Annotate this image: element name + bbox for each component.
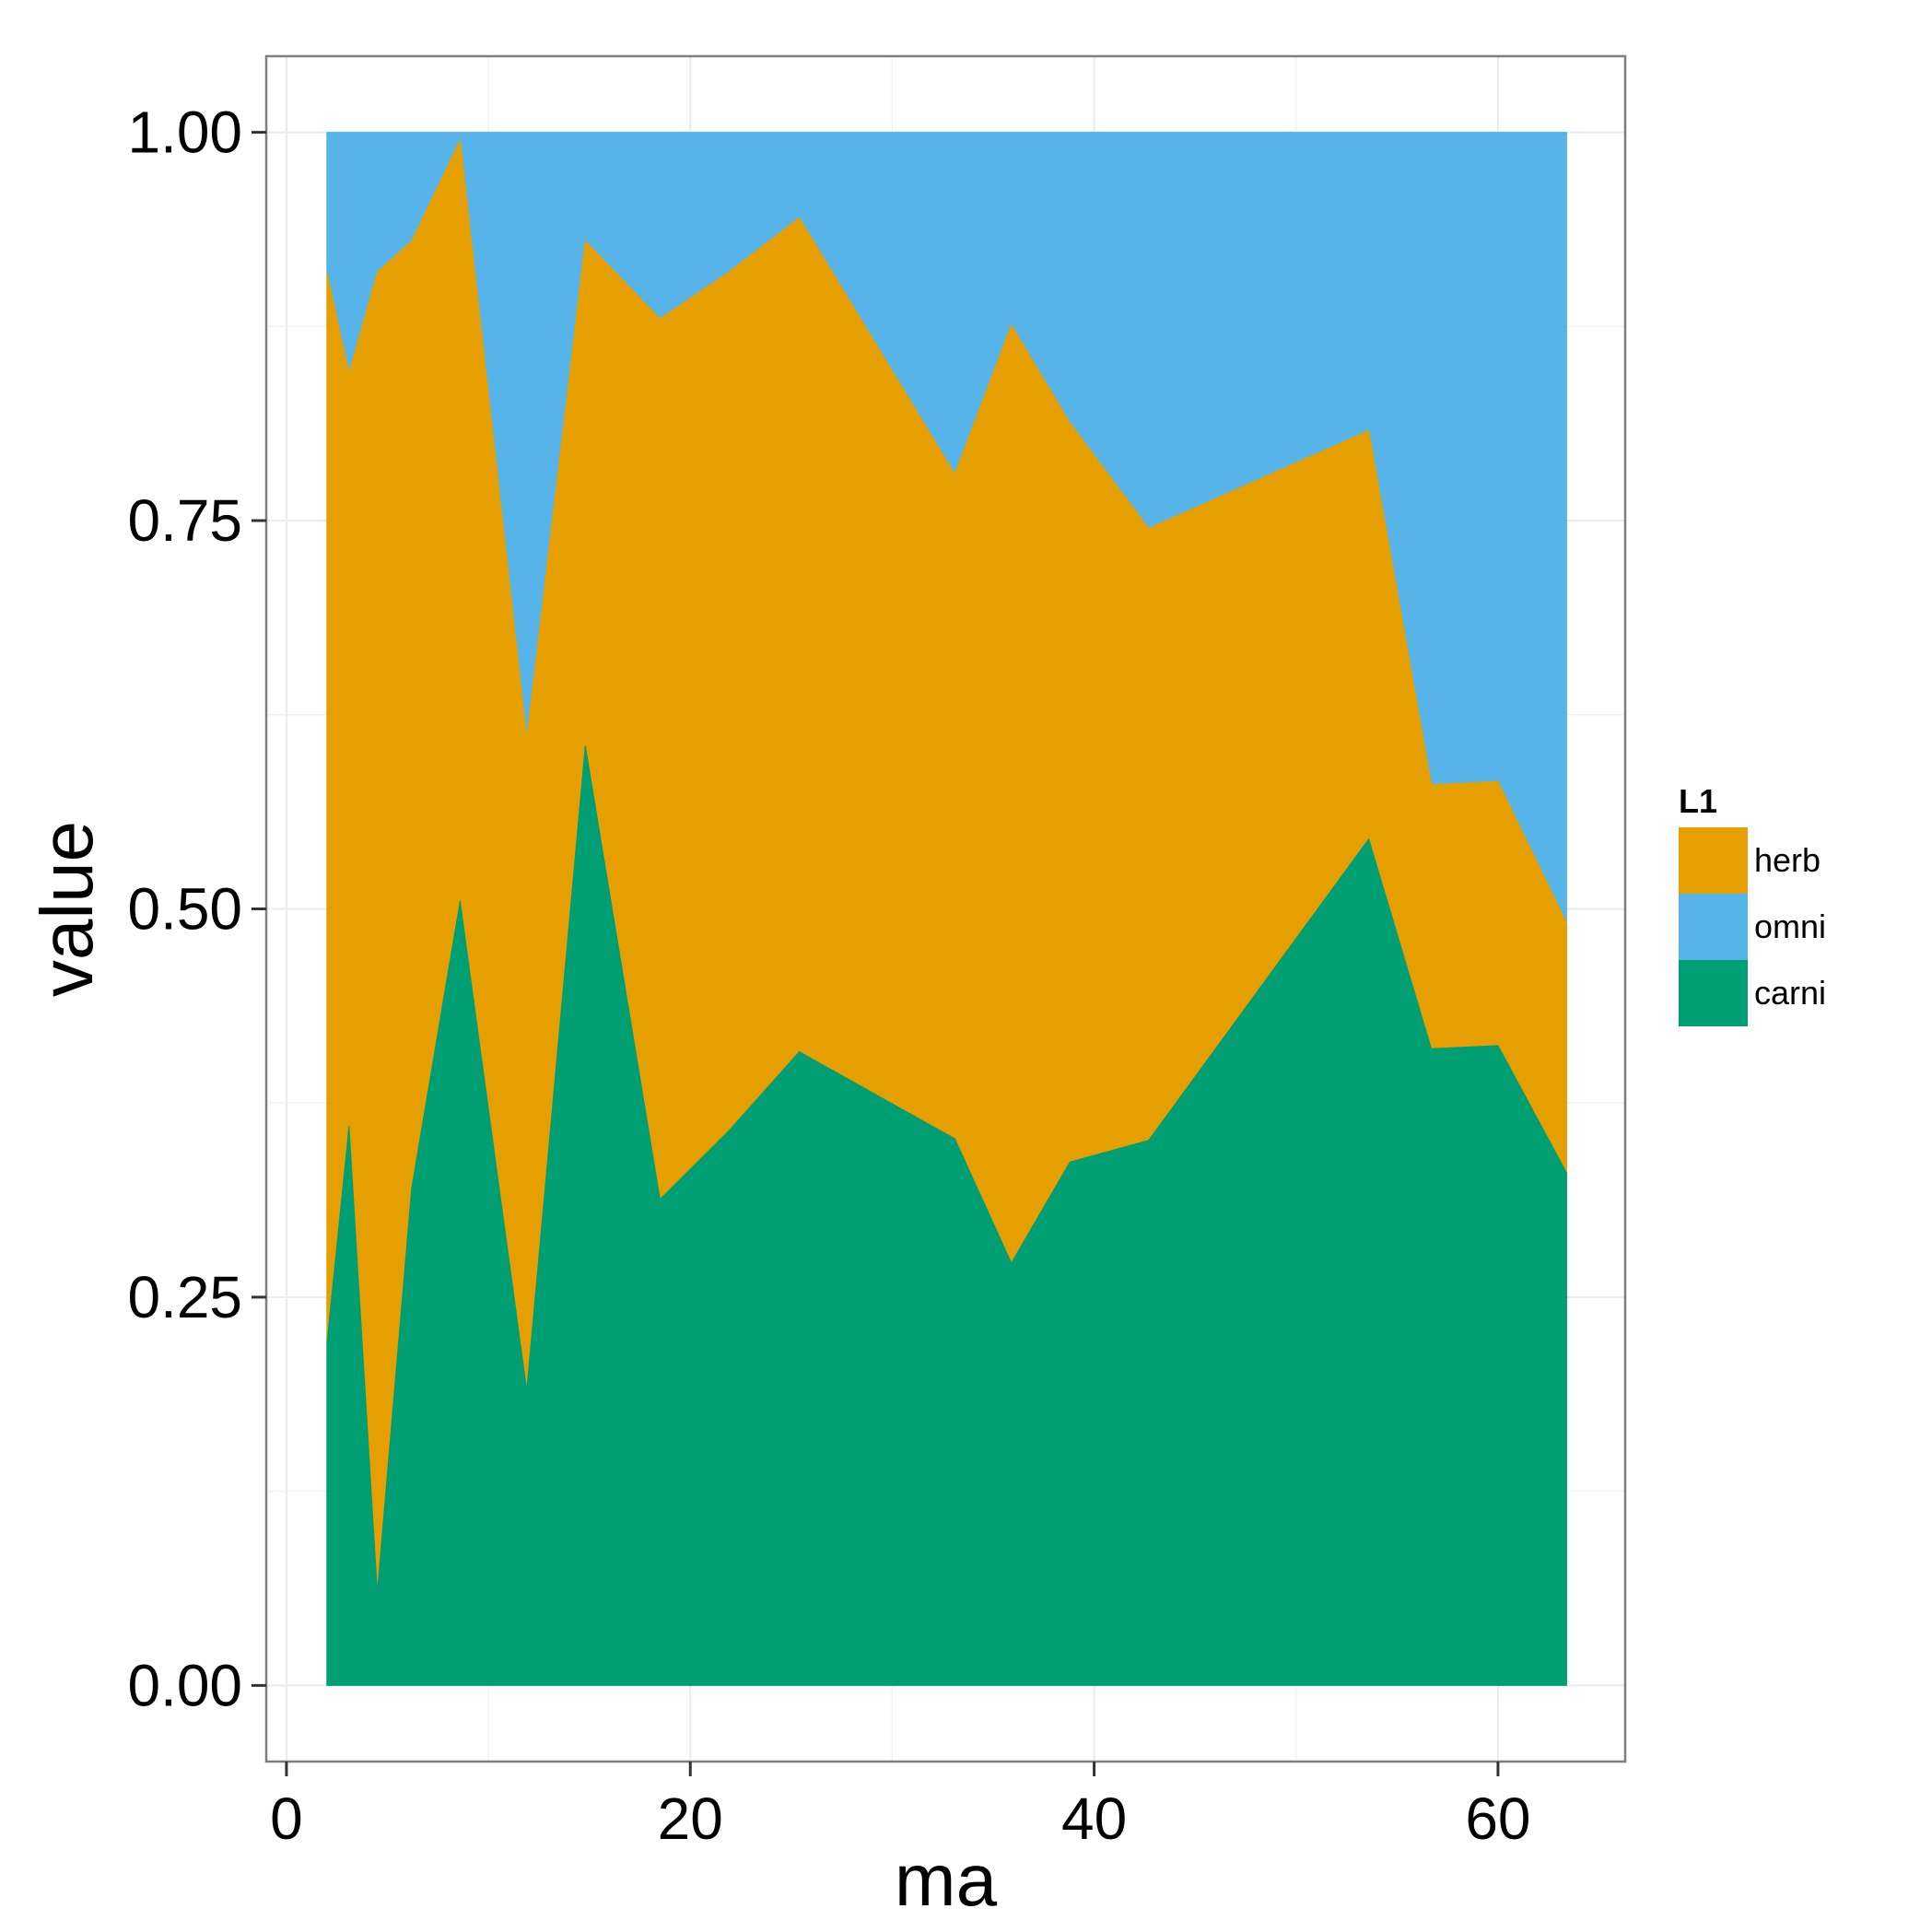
x-tick-label: 0: [270, 1786, 303, 1852]
legend-key-carni: [1679, 960, 1748, 1026]
legend-key-herb: [1679, 827, 1748, 894]
x-tick-label: 40: [1061, 1786, 1127, 1852]
y-axis: 0.00 0.25 0.50 0.75 1.00: [127, 100, 266, 1718]
y-axis-title: value: [26, 821, 108, 997]
y-tick-label: 0.75: [127, 487, 242, 554]
legend-label-herb: herb: [1754, 841, 1821, 879]
legend-label-omni: omni: [1754, 907, 1826, 945]
y-tick-label: 0.00: [127, 1652, 242, 1718]
x-tick-label: 20: [658, 1786, 723, 1852]
x-axis: 0 20 40 60: [270, 1762, 1531, 1852]
area-carni: [326, 744, 1567, 1686]
y-tick-label: 0.50: [127, 876, 242, 943]
legend: L1 herb omni carni: [1679, 782, 1826, 1026]
legend-label-carni: carni: [1754, 974, 1826, 1012]
legend-key-omni: [1679, 894, 1748, 960]
y-tick-label: 0.25: [127, 1264, 242, 1330]
x-axis-title: ma: [895, 1839, 998, 1921]
x-tick-label: 60: [1465, 1786, 1530, 1852]
legend-title: L1: [1679, 782, 1717, 820]
area-series: [326, 132, 1567, 1686]
y-tick-label: 1.00: [127, 100, 242, 166]
